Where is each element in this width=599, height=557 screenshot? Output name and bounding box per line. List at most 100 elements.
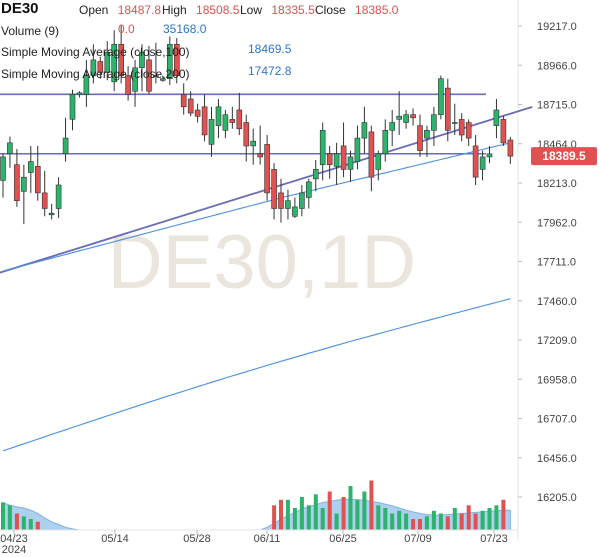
candle[interactable] [340, 122, 347, 178]
candle[interactable] [354, 125, 361, 170]
close-value: 18385.0 [355, 3, 399, 17]
candle[interactable] [278, 178, 284, 223]
candle[interactable] [410, 108, 416, 126]
candle[interactable] [271, 163, 277, 220]
candle[interactable] [194, 103, 201, 123]
candle[interactable] [153, 42, 159, 84]
candle[interactable] [319, 122, 326, 181]
candle[interactable] [396, 91, 403, 135]
candle[interactable] [347, 150, 354, 182]
volume-bar [320, 508, 325, 530]
candle-body [479, 156, 486, 170]
candle[interactable] [368, 125, 375, 192]
candle[interactable] [424, 125, 430, 157]
candle[interactable] [111, 30, 117, 92]
candle[interactable] [0, 153, 6, 198]
candle[interactable] [486, 145, 493, 164]
candle-body [243, 122, 250, 147]
candle[interactable] [118, 25, 124, 84]
candle[interactable] [62, 117, 69, 162]
candle[interactable] [27, 145, 34, 193]
candle[interactable] [431, 106, 437, 146]
candle[interactable] [250, 128, 256, 165]
candle[interactable] [292, 197, 298, 218]
candle[interactable] [458, 113, 465, 142]
sma200-line[interactable] [2, 298, 511, 452]
candle[interactable] [167, 36, 173, 85]
volume-bar [1, 502, 5, 530]
candle[interactable] [493, 99, 500, 139]
candle[interactable] [7, 136, 13, 168]
candle[interactable] [201, 94, 208, 142]
candle[interactable] [361, 106, 368, 154]
candle[interactable] [229, 106, 236, 129]
candle[interactable] [264, 134, 270, 201]
volume-value: 0.0 [118, 22, 135, 36]
candle[interactable] [222, 109, 229, 139]
candle[interactable] [236, 92, 243, 135]
candle[interactable] [500, 116, 507, 146]
candle[interactable] [41, 170, 48, 217]
candle[interactable] [375, 150, 382, 181]
candle[interactable] [187, 91, 194, 117]
candle[interactable] [382, 119, 389, 162]
candle[interactable] [160, 75, 166, 82]
candle[interactable] [333, 142, 340, 186]
candle[interactable] [403, 109, 409, 129]
candle[interactable] [83, 59, 90, 107]
candle[interactable] [132, 59, 138, 107]
candle[interactable] [69, 89, 76, 131]
candle-body [326, 153, 333, 166]
candle[interactable] [243, 114, 250, 162]
candle[interactable] [180, 83, 187, 115]
candle-body [333, 153, 340, 167]
candle[interactable] [472, 134, 479, 186]
candle[interactable] [208, 106, 215, 157]
candle[interactable] [55, 177, 62, 218]
candle[interactable] [97, 56, 104, 79]
candle[interactable] [215, 99, 222, 139]
candle[interactable] [305, 178, 312, 209]
candle[interactable] [438, 75, 444, 120]
x-tick-label: 06/11 [254, 533, 281, 545]
sma200-label[interactable]: Simple Moving Average (close,200) [1, 67, 190, 81]
candle[interactable] [48, 203, 55, 220]
candle[interactable] [451, 103, 458, 135]
candle[interactable] [104, 41, 111, 81]
candle[interactable] [139, 44, 145, 92]
volume-bar [21, 516, 26, 531]
last-price-tag-box [531, 147, 597, 166]
candle[interactable] [174, 38, 180, 84]
candle[interactable] [479, 150, 486, 181]
symbol-name[interactable]: DE30 [1, 0, 39, 17]
candle[interactable] [21, 164, 27, 225]
sma100-line[interactable] [2, 142, 511, 272]
candle[interactable] [146, 45, 152, 95]
candle[interactable] [90, 44, 97, 84]
candle-body [257, 153, 264, 158]
volume-bar [348, 486, 353, 530]
volume-bar [390, 513, 395, 530]
last-price-tag-text: 18389.5 [542, 149, 586, 163]
candle[interactable] [326, 145, 333, 179]
candle[interactable] [417, 114, 423, 157]
candle[interactable] [465, 119, 472, 146]
candle-body [90, 59, 97, 76]
candle[interactable] [389, 109, 396, 146]
candle[interactable] [285, 189, 291, 220]
candle[interactable] [257, 125, 264, 165]
volume-label[interactable]: Volume (9) [1, 24, 60, 38]
candle[interactable] [507, 136, 514, 164]
candles[interactable] [0, 25, 514, 225]
candle-body [292, 206, 298, 217]
candle[interactable] [125, 66, 131, 101]
candle[interactable] [76, 91, 83, 98]
candle[interactable] [14, 149, 20, 207]
candle[interactable] [34, 145, 41, 201]
sma100-label[interactable]: Simple Moving Average (close,100) [1, 45, 190, 59]
candle[interactable] [299, 185, 305, 217]
candle[interactable] [312, 160, 319, 192]
y-tick-label: 16456.0 [537, 453, 577, 465]
candle[interactable] [444, 78, 451, 142]
